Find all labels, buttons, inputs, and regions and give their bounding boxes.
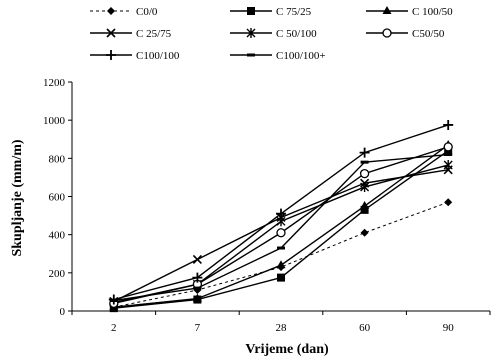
data-point-c100-100 bbox=[193, 286, 202, 290]
legend-label: C 100/50 bbox=[412, 6, 453, 18]
series-c50-50 bbox=[109, 142, 453, 309]
legend-label: C 25/75 bbox=[136, 28, 172, 40]
data-point-c-100-50 bbox=[360, 201, 370, 210]
y-tick-label: 1200 bbox=[43, 77, 66, 89]
data-point-c-100-50 bbox=[192, 293, 202, 302]
data-point-c-75-25 bbox=[360, 205, 369, 214]
data-point-c100-100 bbox=[443, 119, 454, 130]
data-point-c100-100 bbox=[276, 208, 286, 219]
legend-item-c100-100: C100/100+ bbox=[230, 50, 326, 62]
legend-marker bbox=[247, 53, 255, 57]
legend-item-c-25-75: C 25/75 bbox=[90, 28, 172, 40]
data-point-c100-100 bbox=[444, 153, 453, 157]
data-point-c-100-50 bbox=[276, 260, 286, 269]
legend-marker bbox=[106, 50, 116, 60]
legend-label: C100/100+ bbox=[276, 50, 326, 62]
data-point-c100-100 bbox=[277, 246, 285, 250]
legend-marker bbox=[382, 6, 392, 14]
legend-marker bbox=[247, 7, 255, 15]
legend: C0/0 C 75/25 C 100/50 C 25/75 C 50/100 C50/50… bbox=[90, 6, 453, 62]
legend-marker bbox=[382, 28, 392, 38]
x-axis-label: Vrijeme (dan) bbox=[245, 342, 329, 357]
y-tick-label: 200 bbox=[49, 268, 66, 280]
y-tick-label: 400 bbox=[49, 230, 66, 242]
data-point-c0-0 bbox=[444, 198, 453, 207]
y-tick-label: 600 bbox=[49, 192, 66, 204]
data-point-c50-50 bbox=[359, 168, 370, 179]
legend-label: C50/50 bbox=[412, 28, 445, 40]
data-point-c-75-25 bbox=[277, 273, 285, 282]
legend-label: C0/0 bbox=[136, 6, 158, 18]
data-point-c100-100 bbox=[360, 160, 369, 164]
data-point-c-25-75 bbox=[192, 254, 202, 265]
plot-area bbox=[108, 119, 454, 313]
legend-item-c0-0: C0/0 bbox=[90, 6, 158, 18]
series-line-c0-0 bbox=[113, 201, 449, 308]
legend-marker bbox=[106, 28, 116, 38]
legend-item-c50-50: C50/50 bbox=[366, 28, 445, 40]
data-point-c-50-100 bbox=[360, 181, 370, 192]
data-point-c50-50 bbox=[443, 142, 453, 152]
x-axis: 2 7 28 60 90 bbox=[71, 310, 491, 334]
legend-item-c-100-50: C 100/50 bbox=[366, 6, 453, 18]
legend-item-c100-100: C100/100 bbox=[90, 50, 180, 62]
x-tick-label: 90 bbox=[443, 322, 455, 334]
legend-label: C 75/25 bbox=[276, 6, 312, 18]
data-point-c100-100 bbox=[192, 272, 203, 283]
legend-item-c-50-100: C 50/100 bbox=[230, 28, 317, 40]
y-axis: 0 200 400 600 800 1000 1200 bbox=[43, 77, 73, 318]
legend-marker bbox=[107, 7, 115, 15]
legend-marker bbox=[246, 28, 256, 38]
y-tick-label: 0 bbox=[60, 306, 66, 318]
legend-label: C 50/100 bbox=[276, 28, 317, 40]
x-tick-label: 60 bbox=[359, 322, 371, 334]
legend-label: C100/100 bbox=[136, 50, 180, 62]
series-c100-100 bbox=[109, 153, 453, 303]
legend-item-c-75-25: C 75/25 bbox=[230, 6, 312, 18]
y-tick-label: 800 bbox=[49, 153, 66, 165]
data-point-c100-100 bbox=[359, 147, 370, 158]
data-point-c-50-100 bbox=[443, 160, 453, 171]
data-point-c100-100 bbox=[109, 299, 118, 303]
x-tick-label: 2 bbox=[111, 322, 117, 334]
data-point-c50-50 bbox=[276, 228, 286, 238]
y-axis-label: Skupljanje (mm/m) bbox=[10, 139, 25, 256]
x-tick-label: 28 bbox=[276, 322, 288, 334]
y-tick-label: 1000 bbox=[43, 115, 66, 127]
x-tick-label: 7 bbox=[195, 322, 201, 334]
data-point-c0-0 bbox=[360, 228, 369, 237]
series-c100-100 bbox=[108, 119, 454, 305]
